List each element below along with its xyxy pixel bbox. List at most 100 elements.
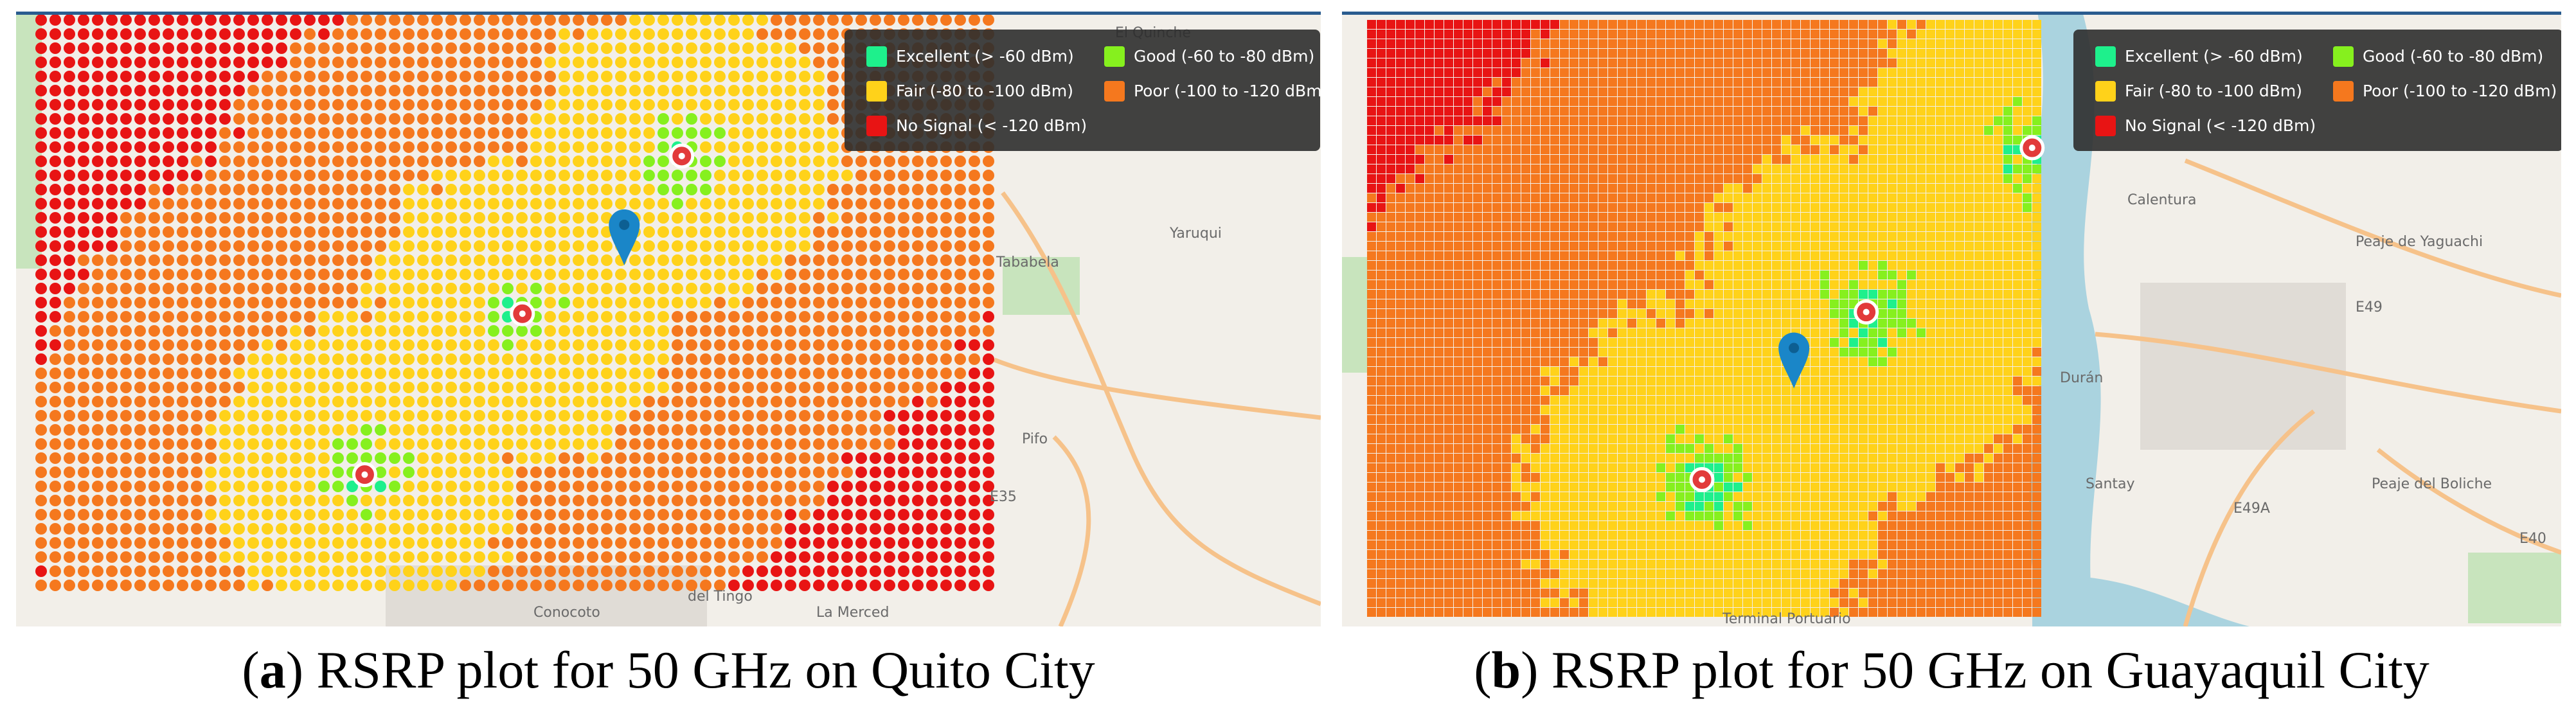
signal-cell [2032, 107, 2041, 116]
signal-cell [1492, 145, 1501, 154]
signal-cell [375, 339, 386, 351]
signal-cell [1589, 299, 1598, 308]
signal-cell [643, 141, 655, 153]
signal-cell [92, 170, 103, 181]
signal-cell [813, 198, 825, 209]
signal-cell [1907, 261, 1916, 270]
signal-cell [672, 353, 683, 365]
signal-cell [926, 269, 938, 280]
signal-cell [148, 424, 160, 436]
signal-cell [1550, 136, 1559, 145]
signal-cell [332, 240, 344, 252]
signal-cell [1811, 242, 1820, 251]
signal-cell [1830, 299, 1839, 308]
signal-cell [219, 311, 231, 323]
signal-cell [700, 565, 711, 577]
signal-cell [1753, 213, 1762, 222]
signal-cell [1512, 309, 1521, 318]
signal-cell [1444, 155, 1453, 164]
signal-cell [177, 424, 188, 436]
signal-cell [318, 410, 330, 422]
signal-cell [64, 537, 75, 549]
signal-cell [855, 537, 867, 549]
signal-cell [1570, 290, 1579, 299]
signal-cell [1560, 39, 1569, 48]
signal-cell [191, 466, 202, 478]
signal-cell [1647, 155, 1656, 164]
signal-cell [1733, 145, 1742, 154]
signal-cell [1676, 222, 1685, 231]
signal-cell [742, 537, 754, 549]
signal-cell [502, 71, 514, 82]
signal-cell [573, 509, 584, 520]
signal-cell [35, 382, 47, 393]
signal-cell [1974, 39, 1983, 48]
signal-cell [1724, 97, 1733, 106]
signal-cell [714, 466, 726, 478]
signal-cell [530, 141, 542, 153]
signal-cell [728, 551, 740, 563]
signal-cell [1695, 20, 1704, 29]
signal-cell [346, 14, 358, 26]
signal-cell [1714, 136, 1723, 145]
signal-cell [474, 523, 485, 535]
signal-cell [841, 580, 853, 591]
signal-cell [756, 396, 768, 407]
signal-cell [2013, 164, 2022, 173]
signal-cell [290, 438, 301, 450]
signal-cell [1444, 97, 1453, 106]
signal-cell [1627, 87, 1636, 96]
signal-cell [2013, 107, 2022, 116]
signal-cell [1676, 251, 1685, 260]
signal-cell [106, 551, 118, 563]
signal-cell [1859, 58, 1868, 67]
signal-cell [1541, 49, 1550, 58]
signal-cell [49, 438, 61, 450]
signal-cell [1888, 184, 1897, 193]
signal-cell [1762, 164, 1771, 173]
signal-cell [1685, 299, 1694, 308]
signal-cell [1714, 309, 1723, 318]
signal-cell [1984, 213, 1993, 222]
signal-cell [2023, 232, 2032, 241]
signal-cell [657, 537, 669, 549]
signal-cell [1415, 97, 1424, 106]
signal-cell [403, 212, 415, 224]
signal-cell [262, 14, 273, 26]
signal-cell [700, 85, 711, 96]
signal-cell [375, 410, 386, 422]
signal-cell [502, 565, 514, 577]
signal-cell [1579, 20, 1588, 29]
signal-cell [276, 127, 287, 139]
signal-cell [417, 254, 429, 266]
signal-cell [1512, 126, 1521, 135]
signal-cell [1782, 164, 1791, 173]
signal-cell [1926, 193, 1935, 202]
signal-cell [304, 155, 316, 167]
signal-cell [1598, 126, 1607, 135]
signal-cell [1801, 174, 1810, 183]
signal-cell [389, 523, 400, 535]
signal-cell [1608, 97, 1617, 106]
signal-cell [1743, 164, 1752, 173]
signal-cell [431, 325, 443, 337]
signal-cell [1656, 232, 1665, 241]
signal-cell [573, 71, 584, 82]
signal-cell [1984, 184, 1993, 193]
signal-cell [1367, 136, 1376, 145]
signal-cell [643, 283, 655, 294]
signal-cell [841, 254, 853, 266]
signal-cell [35, 71, 47, 82]
signal-cell [1483, 20, 1492, 29]
signal-cell [657, 551, 669, 563]
signal-cell [120, 509, 132, 520]
signal-cell [1955, 290, 1964, 299]
signal-cell [1820, 174, 1829, 183]
signal-cell [1994, 97, 2003, 106]
signal-cell [898, 283, 909, 294]
signal-cell [233, 170, 245, 181]
signal-cell [1492, 164, 1501, 173]
signal-cell [1502, 30, 1511, 39]
signal-cell [148, 113, 160, 125]
signal-cell [1492, 58, 1501, 67]
